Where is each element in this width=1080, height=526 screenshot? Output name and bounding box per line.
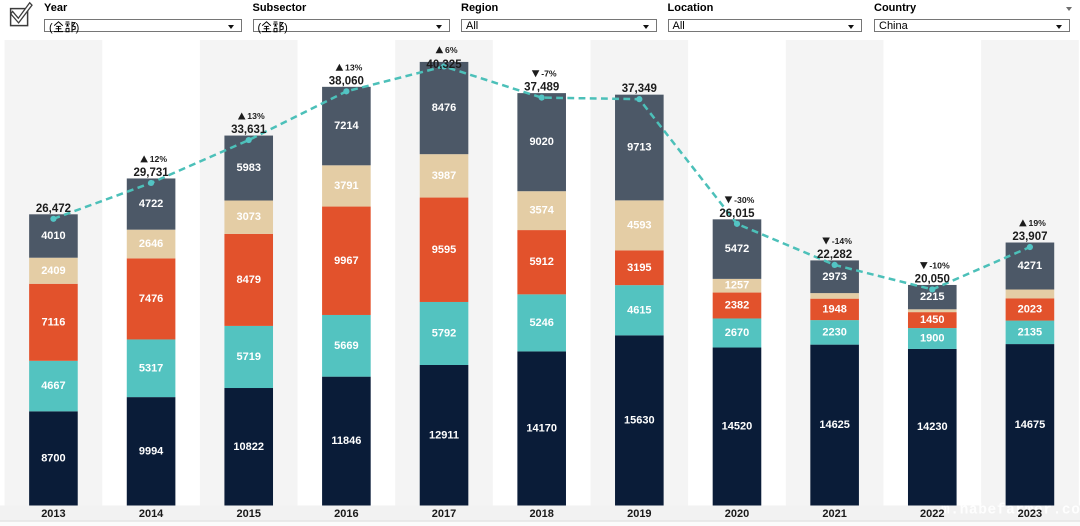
svg-text:3987: 3987 <box>432 170 456 182</box>
svg-text:12911: 12911 <box>429 429 459 441</box>
svg-text:-7%: -7% <box>541 69 557 79</box>
svg-text:2022: 2022 <box>920 508 944 520</box>
svg-text:6%: 6% <box>445 45 458 55</box>
svg-text:14230: 14230 <box>917 421 948 433</box>
svg-text:33,631: 33,631 <box>231 124 267 136</box>
svg-text:9020: 9020 <box>529 136 553 148</box>
svg-text:9967: 9967 <box>334 255 358 267</box>
svg-text:14675: 14675 <box>1015 419 1046 431</box>
svg-text:2382: 2382 <box>725 300 749 312</box>
svg-text:26,015: 26,015 <box>719 208 755 220</box>
svg-text:12%: 12% <box>150 154 168 164</box>
svg-text:5983: 5983 <box>236 162 260 174</box>
svg-text:1948: 1948 <box>822 303 846 315</box>
svg-text:2023: 2023 <box>1018 303 1042 315</box>
svg-text:2021: 2021 <box>822 508 846 520</box>
svg-text:1900: 1900 <box>920 333 944 345</box>
svg-text:5912: 5912 <box>529 256 553 268</box>
svg-text:5719: 5719 <box>236 351 260 363</box>
svg-text:4010: 4010 <box>41 230 65 242</box>
svg-text:37,489: 37,489 <box>524 82 559 94</box>
svg-text:40,325: 40,325 <box>426 59 462 71</box>
svg-text:1450: 1450 <box>920 314 944 326</box>
svg-text:4593: 4593 <box>627 219 651 231</box>
svg-text:2230: 2230 <box>822 326 846 338</box>
svg-text:20,050: 20,050 <box>915 273 950 285</box>
svg-text:2973: 2973 <box>822 271 846 283</box>
svg-text:2018: 2018 <box>529 508 553 520</box>
svg-text:4667: 4667 <box>41 380 65 392</box>
svg-text:3574: 3574 <box>529 205 554 217</box>
svg-text:-10%: -10% <box>929 260 950 270</box>
svg-text:14625: 14625 <box>819 419 850 431</box>
svg-text:8700: 8700 <box>41 452 65 464</box>
svg-text:23,907: 23,907 <box>1012 231 1047 243</box>
svg-text:15630: 15630 <box>624 414 655 426</box>
svg-text:1257: 1257 <box>725 280 749 292</box>
svg-text:2017: 2017 <box>432 508 456 520</box>
svg-text:11846: 11846 <box>331 435 361 447</box>
svg-text:13%: 13% <box>345 62 363 72</box>
svg-text:22,282: 22,282 <box>817 249 852 261</box>
svg-text:5246: 5246 <box>529 317 553 329</box>
svg-text:9595: 9595 <box>432 244 456 256</box>
svg-text:4615: 4615 <box>627 304 651 316</box>
svg-text:2670: 2670 <box>725 327 749 339</box>
svg-text:5669: 5669 <box>334 340 358 352</box>
svg-text:2020: 2020 <box>725 508 749 520</box>
svg-text:3791: 3791 <box>334 180 358 192</box>
svg-text:7116: 7116 <box>41 316 65 328</box>
svg-text:10822: 10822 <box>233 441 264 453</box>
svg-text:2215: 2215 <box>920 291 944 303</box>
svg-text:2019: 2019 <box>627 508 651 520</box>
svg-text:14520: 14520 <box>722 421 753 433</box>
svg-text:-14%: -14% <box>832 236 853 246</box>
svg-text:2016: 2016 <box>334 508 358 520</box>
svg-text:m.nabefarmer.com: m.nabefarmer.com <box>941 502 1080 518</box>
svg-text:19%: 19% <box>1029 218 1047 228</box>
svg-text:3195: 3195 <box>627 262 651 274</box>
svg-text:3073: 3073 <box>236 211 260 223</box>
svg-text:26,472: 26,472 <box>36 203 71 215</box>
svg-text:2014: 2014 <box>139 508 164 520</box>
svg-text:2013: 2013 <box>41 508 65 520</box>
svg-text:5317: 5317 <box>139 362 163 374</box>
svg-text:8479: 8479 <box>236 274 260 286</box>
svg-text:14170: 14170 <box>526 422 557 434</box>
svg-text:4271: 4271 <box>1018 260 1042 272</box>
svg-text:2409: 2409 <box>41 265 65 277</box>
svg-text:-30%: -30% <box>734 195 755 205</box>
svg-text:2646: 2646 <box>139 238 163 250</box>
svg-text:13%: 13% <box>247 111 265 121</box>
svg-text:5472: 5472 <box>725 243 749 255</box>
svg-text:9994: 9994 <box>139 445 164 457</box>
svg-text:38,060: 38,060 <box>329 75 364 87</box>
svg-text:5792: 5792 <box>432 327 456 339</box>
svg-text:4722: 4722 <box>139 198 163 210</box>
svg-text:2015: 2015 <box>236 508 260 520</box>
svg-text:7214: 7214 <box>334 120 359 132</box>
svg-text:9713: 9713 <box>627 142 651 154</box>
svg-text:29,731: 29,731 <box>133 167 169 179</box>
svg-text:37,349: 37,349 <box>622 83 657 95</box>
svg-text:2023: 2023 <box>1018 508 1042 520</box>
svg-text:8476: 8476 <box>432 102 456 114</box>
svg-text:2135: 2135 <box>1018 326 1042 338</box>
svg-text:7476: 7476 <box>139 293 163 305</box>
